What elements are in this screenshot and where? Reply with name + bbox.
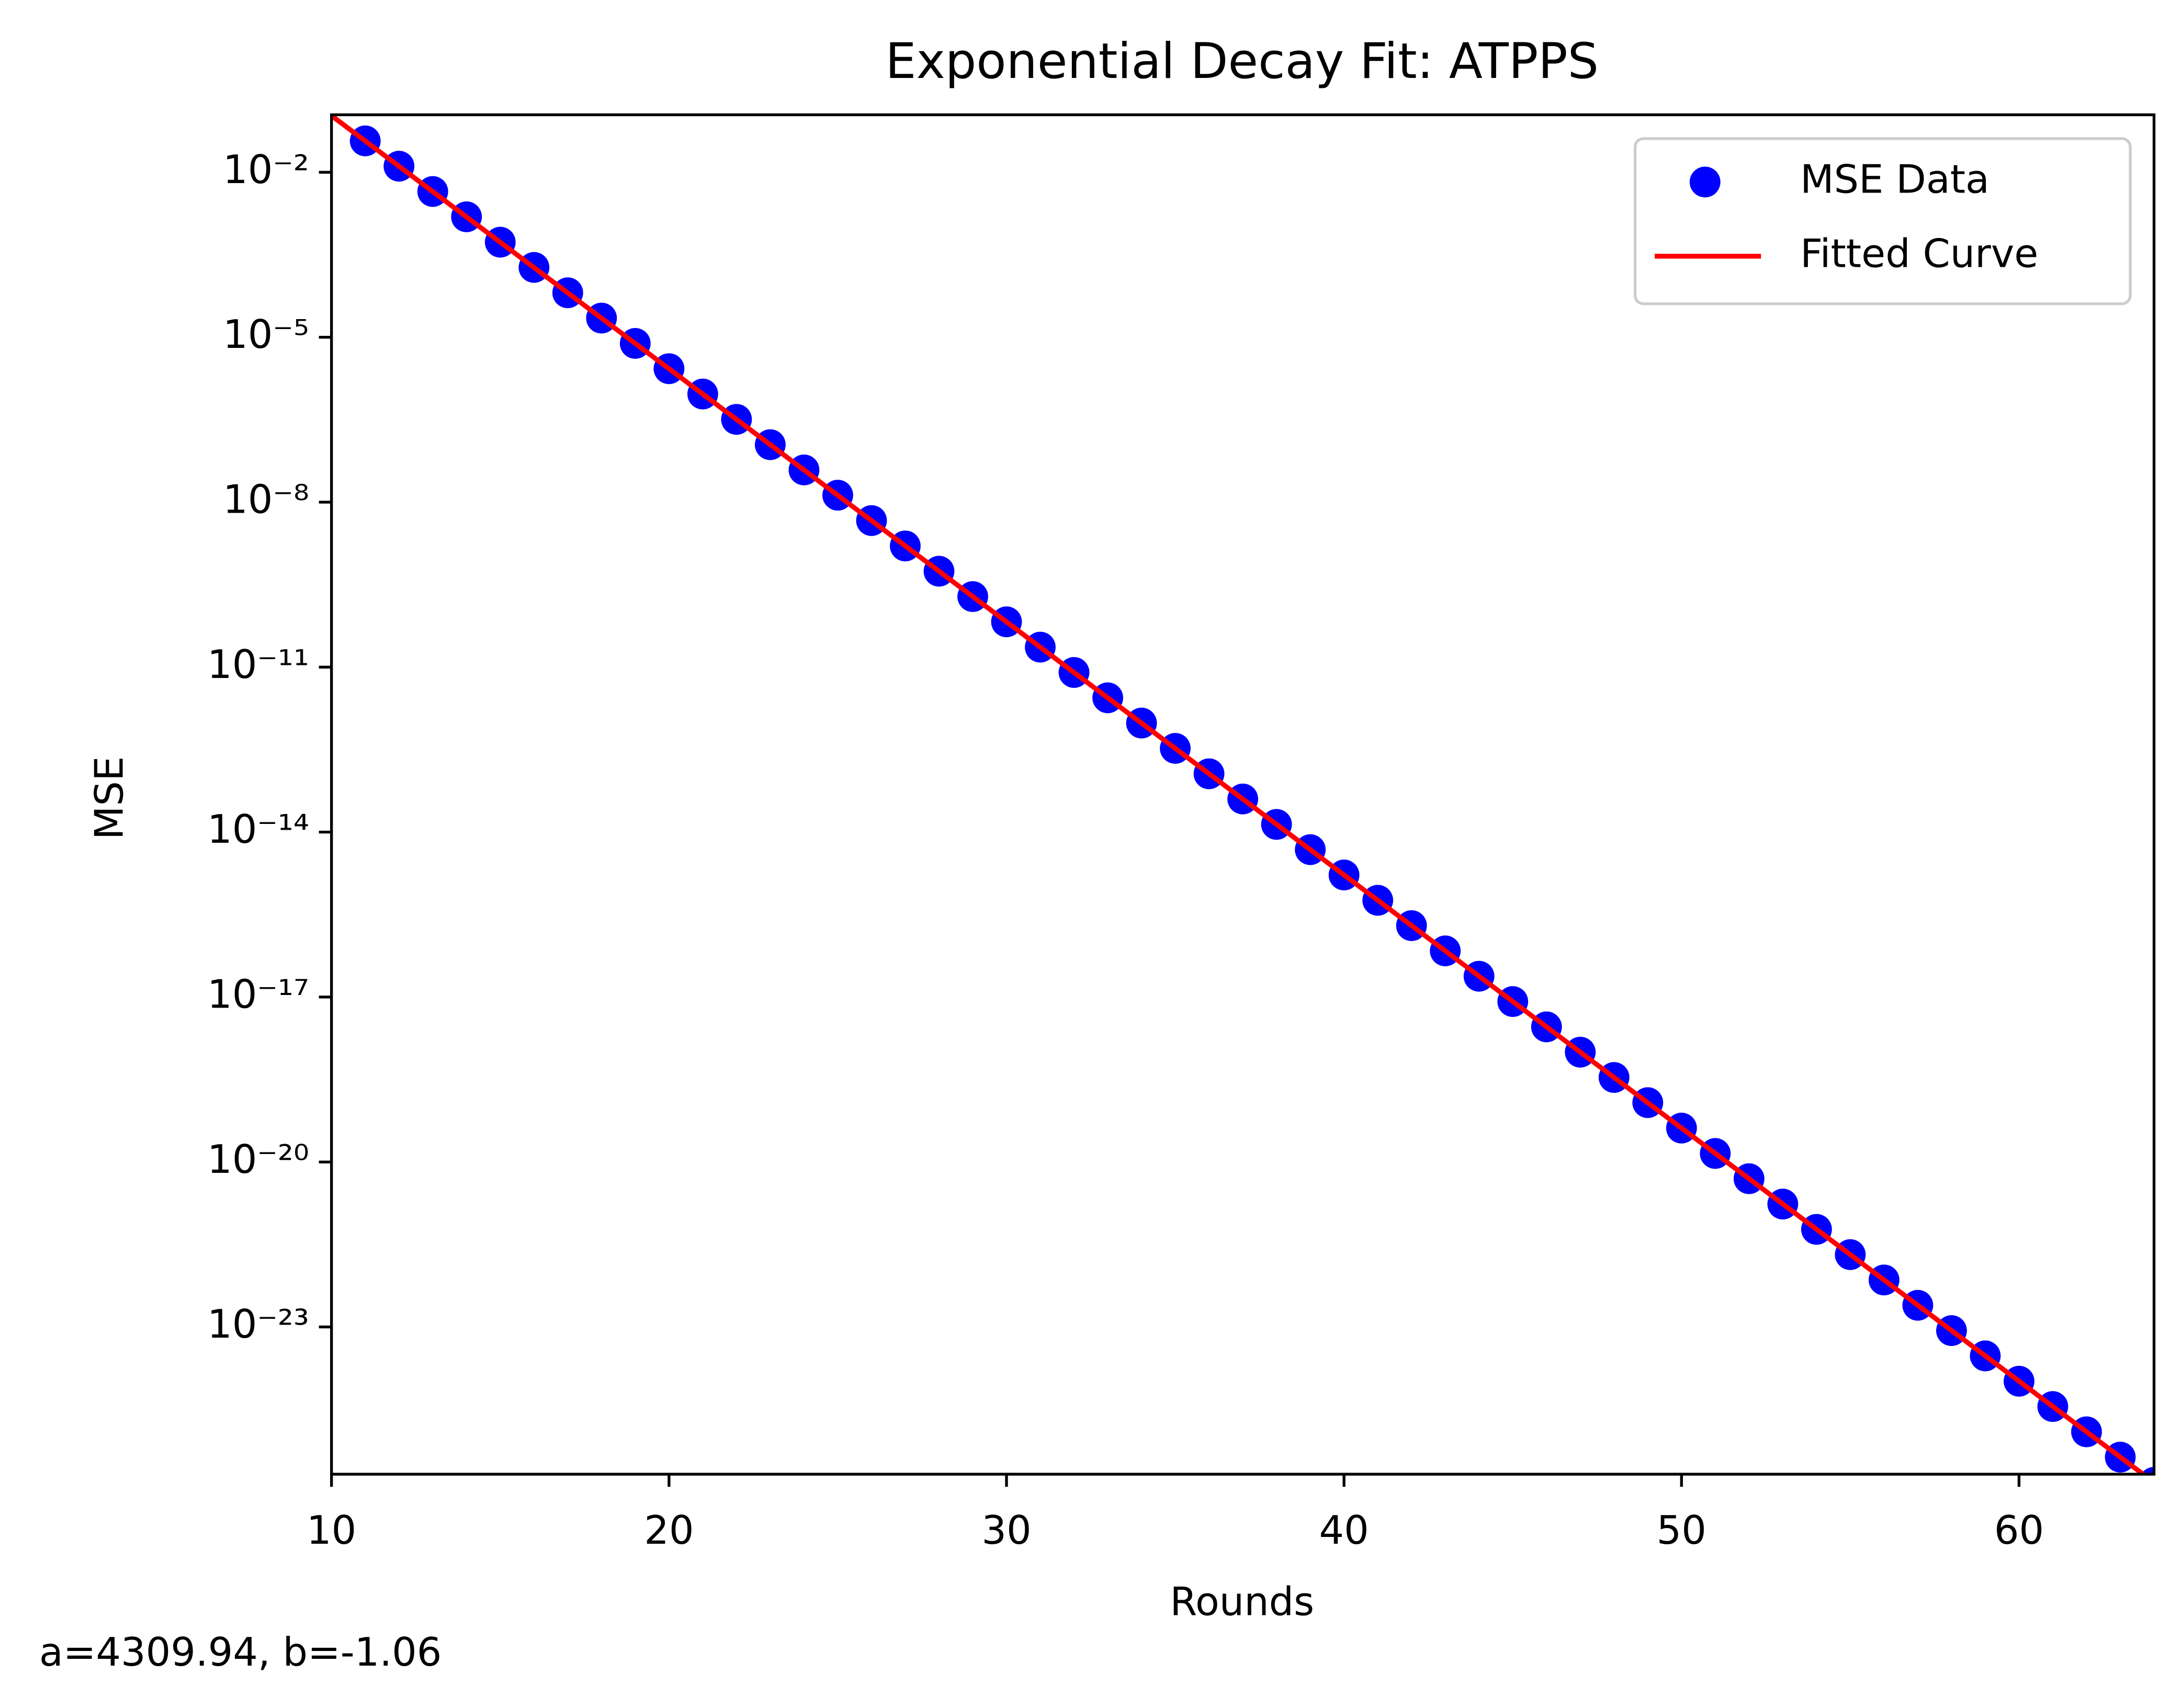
y-tick-label: 10⁻¹⁴ (207, 806, 309, 852)
x-tick-label: 60 (1994, 1507, 2044, 1553)
y-tick-label: 10⁻⁸ (223, 476, 309, 522)
legend-label: MSE Data (1800, 156, 1989, 202)
chart-title: Exponential Decay Fit: ATPPS (885, 33, 1599, 90)
annotation: a=4309.94, b=-1.06 (39, 1629, 442, 1675)
plot-area (331, 115, 2154, 1475)
legend-label: Fitted Curve (1800, 230, 2038, 276)
y-tick-label: 10⁻²³ (207, 1301, 309, 1347)
y-tick-label: 10⁻² (223, 146, 309, 193)
legend-marker (1689, 166, 1721, 198)
x-tick-label: 50 (1657, 1507, 1706, 1553)
x-axis-label: Rounds (1170, 1578, 1314, 1624)
y-axis-label: MSE (86, 756, 132, 840)
y-tick-label: 10⁻¹⁷ (207, 971, 309, 1017)
x-tick-label: 20 (644, 1507, 694, 1553)
y-tick-label: 10⁻²⁰ (207, 1136, 309, 1182)
legend-box (1633, 137, 2132, 306)
x-tick-label: 10 (307, 1507, 356, 1553)
y-tick-label: 10⁻⁵ (223, 311, 309, 357)
x-tick-label: 40 (1319, 1507, 1369, 1553)
fit-line (331, 115, 2147, 1475)
axes-frame (330, 113, 2156, 1476)
x-tick-label: 30 (981, 1507, 1031, 1553)
y-tick-label: 10⁻¹¹ (207, 641, 309, 687)
